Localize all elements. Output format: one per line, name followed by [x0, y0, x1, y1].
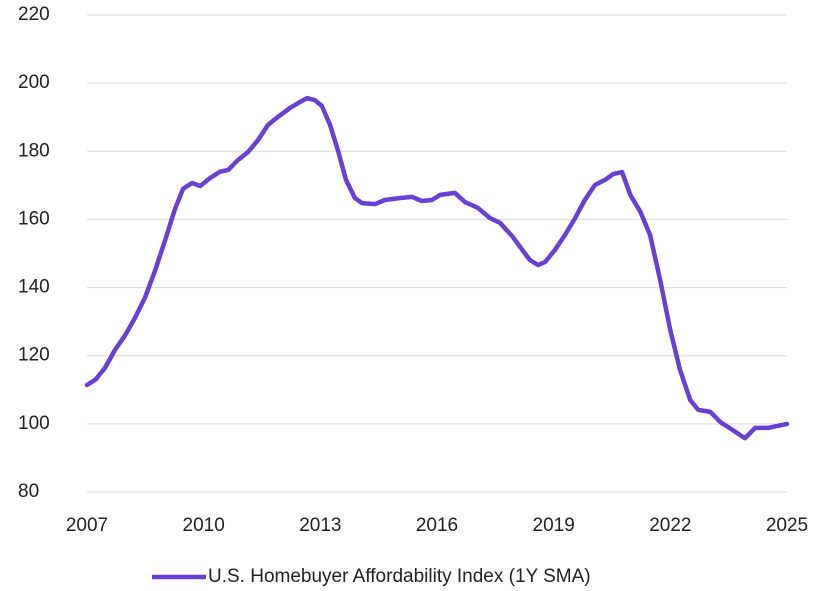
y-tick-label: 140 — [18, 277, 50, 298]
y-tick-label: 100 — [18, 413, 50, 434]
y-tick-label: 180 — [18, 140, 50, 161]
x-tick-label: 2010 — [183, 515, 225, 536]
x-tick-label: 2019 — [533, 515, 575, 536]
y-tick-label: 200 — [18, 72, 50, 93]
y-tick-label: 160 — [18, 208, 50, 229]
x-tick-label: 2007 — [66, 515, 108, 536]
y-tick-label: 80 — [18, 481, 39, 502]
y-tick-label: 220 — [18, 4, 50, 25]
x-tick-label: 2016 — [416, 515, 458, 536]
y-tick-label: 120 — [18, 345, 50, 366]
data-line — [84, 95, 790, 441]
x-tick-label: 2022 — [649, 515, 691, 536]
x-tick-label: 2025 — [766, 515, 808, 536]
legend-label: U.S. Homebuyer Affordability Index (1Y S… — [208, 566, 591, 587]
x-tick-label: 2013 — [299, 515, 341, 536]
